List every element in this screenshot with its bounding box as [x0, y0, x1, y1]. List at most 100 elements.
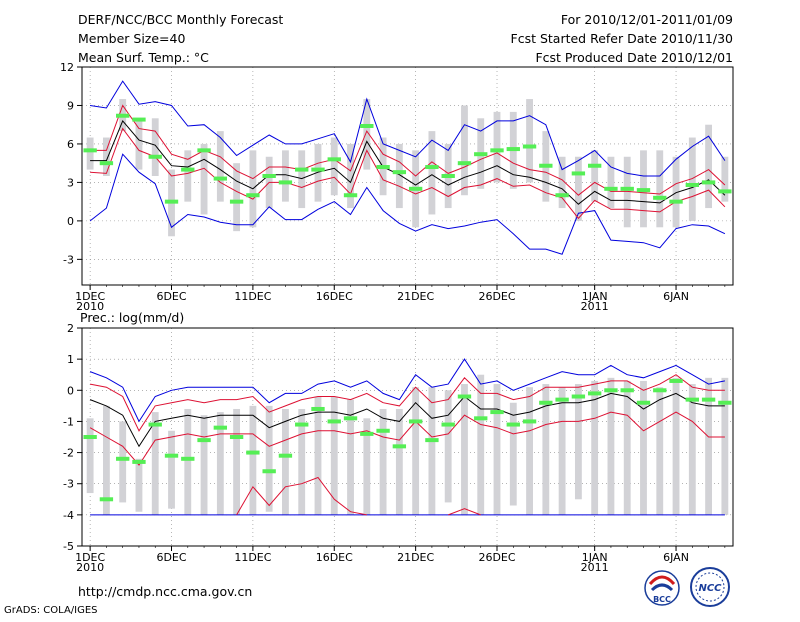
prec-box: [86, 418, 94, 494]
prec-median-mark: [229, 435, 244, 439]
prec-median-mark: [83, 435, 97, 439]
temp-box: [705, 124, 713, 209]
temp-xtick-label: 1JAN: [582, 290, 608, 303]
temp-box: [428, 131, 436, 215]
temp-box: [200, 143, 208, 215]
temp-sd-upper-line: [90, 104, 726, 196]
prec-median-mark: [181, 456, 195, 461]
temp-max-line: [90, 80, 726, 177]
prec-box: [216, 412, 224, 515]
fcst-started-date: Fcst Started Refer Date 2010/11/30: [511, 31, 734, 46]
prec-box: [102, 405, 110, 515]
prec-ytick-label: -2: [63, 447, 74, 460]
prec-xtick-label: 6JAN: [663, 551, 689, 564]
prec-box: [249, 405, 257, 515]
temp-median-mark: [311, 167, 325, 172]
prec-box: [395, 408, 403, 515]
grads-credit: GrADS: COLA/IGES: [4, 605, 98, 616]
member-size: Member Size=40: [78, 31, 185, 46]
prec-box: [656, 387, 664, 515]
prec-ytick-label: -1: [63, 415, 74, 428]
temp-median-mark: [701, 180, 716, 185]
prec-xtick-label: 1JAN: [582, 551, 608, 564]
prec-xtick-year-label: 2011: [581, 561, 609, 574]
prec-xtick-label: 16DEC: [316, 551, 353, 564]
variable-label: Mean Surf. Temp.: °C: [78, 50, 209, 65]
temp-median-mark: [197, 148, 211, 153]
temp-median-mark: [506, 147, 520, 152]
prec-median-mark: [571, 394, 586, 399]
temp-xtick-label: 26DEC: [478, 290, 515, 303]
chart-title: DERF/NCC/BCC Monthly Forecast: [78, 12, 283, 27]
temp-median-mark: [685, 182, 699, 187]
temp-median-mark: [669, 199, 683, 204]
bcc-logo-swirl-blue: [650, 583, 674, 592]
precipitation-plot-frame: [81, 327, 734, 547]
prec-box: [265, 405, 273, 512]
prec-box: [168, 430, 175, 509]
prec-median-mark: [295, 422, 309, 427]
temp-median-mark: [343, 193, 358, 198]
temp-median-mark: [181, 167, 195, 172]
temp-box: [558, 156, 566, 209]
prec-median-mark: [99, 497, 114, 502]
prec-median-mark: [555, 397, 569, 402]
prec-box: [428, 387, 436, 515]
temp-median-mark: [83, 148, 97, 153]
temp-mean-line: [90, 119, 726, 205]
prec-ytick-label: -5: [63, 540, 74, 553]
prec-ytick-label: -3: [63, 478, 74, 491]
prec-box: [200, 415, 208, 515]
temp-median-mark: [604, 186, 618, 191]
temp-box: [493, 111, 501, 183]
temp-box: [298, 150, 306, 209]
temp-box: [151, 118, 159, 176]
prec-xtick-label: 26DEC: [478, 551, 515, 564]
temp-median-mark: [327, 157, 341, 162]
prec-median-mark: [425, 438, 439, 443]
temp-median-mark: [148, 154, 162, 159]
temp-median-mark: [457, 161, 472, 166]
prec-median-mark: [457, 394, 472, 399]
temp-ytick-label: 3: [67, 176, 74, 189]
temp-median-mark: [213, 176, 228, 181]
temp-median-mark: [587, 163, 602, 168]
temp-ytick-label: 0: [67, 215, 74, 228]
prec-mean-line: [89, 392, 725, 448]
prec-box: [477, 374, 485, 515]
temp-ytick-label: 12: [60, 61, 74, 74]
prec-ytick-label: 0: [67, 384, 74, 397]
ncc-logo-ring: [690, 567, 730, 607]
prec-median-mark: [669, 378, 683, 383]
temp-median-mark: [116, 113, 130, 118]
prec-median-mark: [376, 428, 390, 433]
temp-box: [395, 143, 403, 209]
prec-box: [574, 384, 582, 500]
temp-ytick-label: -3: [63, 253, 74, 266]
temp-median-mark: [539, 163, 553, 168]
prec-median-mark: [522, 419, 537, 424]
temp-xtick-year-label: 2011: [581, 300, 609, 313]
prec-box: [363, 418, 371, 515]
prec-median-mark: [327, 419, 341, 424]
temp-box: [607, 156, 615, 209]
precipitation-title: Prec.: log(mm/d): [80, 310, 184, 325]
temp-box: [330, 137, 338, 196]
prec-median-mark: [262, 469, 276, 474]
prec-box: [688, 384, 696, 515]
bcc-logo-swirl-red: [648, 575, 676, 586]
ncc-logo-inner-ring: [695, 572, 725, 602]
prec-xtick-label: 21DEC: [397, 551, 434, 564]
prec-sd-extra-line: [448, 508, 481, 516]
prec-ytick-label: 1: [67, 353, 74, 366]
source-url[interactable]: http://cmdp.ncc.cma.gov.cn: [78, 584, 252, 599]
prec-median-mark: [604, 388, 618, 393]
prec-median-mark: [653, 388, 667, 393]
temp-median-mark: [425, 165, 439, 170]
prec-box: [721, 377, 729, 515]
prec-box: [623, 380, 631, 515]
temp-box: [216, 131, 224, 202]
prec-ytick-label: 2: [67, 322, 74, 335]
